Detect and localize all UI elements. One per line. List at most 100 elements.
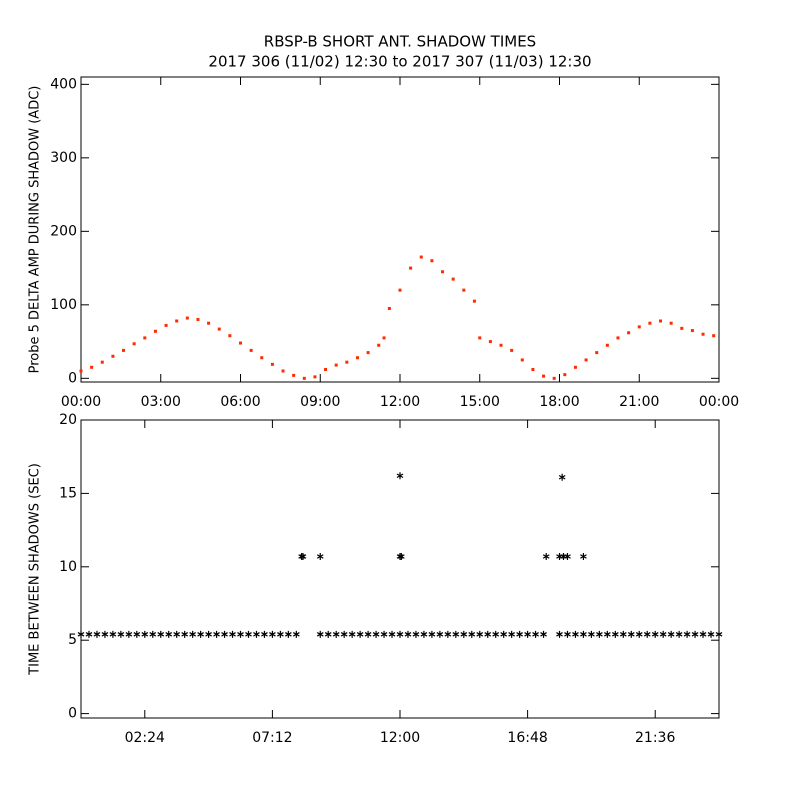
point [380, 630, 388, 638]
point [627, 630, 635, 638]
x-tick-label: 21:00 [619, 394, 659, 410]
point [564, 553, 571, 561]
point [616, 336, 620, 340]
point [460, 630, 468, 638]
point [143, 336, 147, 340]
point [531, 368, 535, 372]
point [635, 630, 643, 638]
point [595, 351, 599, 355]
point [524, 630, 531, 638]
point [348, 630, 356, 638]
point [364, 630, 372, 638]
x-tick-label: 21:36 [635, 730, 675, 746]
point [189, 630, 196, 638]
point [572, 630, 579, 638]
point [165, 630, 173, 638]
point [409, 266, 413, 270]
point [580, 553, 587, 561]
point [221, 630, 228, 638]
point [683, 630, 691, 638]
point [520, 358, 524, 362]
x-tick-label: 00:00 [699, 394, 739, 410]
point [637, 325, 641, 329]
point [691, 630, 699, 638]
point [580, 630, 587, 638]
point [451, 277, 455, 281]
point [675, 630, 683, 638]
point [269, 630, 276, 638]
point [372, 630, 380, 638]
point [205, 630, 212, 638]
point [680, 326, 684, 330]
x-tick-label: 15:00 [460, 394, 500, 410]
x-tick-label: 06:00 [220, 394, 260, 410]
point [476, 630, 484, 638]
point [478, 336, 482, 340]
point [444, 630, 452, 638]
point [396, 472, 404, 480]
point [588, 630, 595, 638]
x-tick-label: 02:24 [125, 730, 165, 746]
point [217, 327, 221, 331]
y-axis-label: Probe 5 DELTA AMP DURING SHADOW (ADC) [28, 86, 43, 374]
x-tick-label: 03:00 [141, 394, 181, 410]
point [508, 630, 515, 638]
point [77, 630, 85, 638]
point [111, 354, 115, 358]
point [324, 630, 332, 638]
point [270, 362, 274, 366]
point [472, 299, 476, 303]
point [468, 630, 476, 638]
point [558, 473, 566, 481]
point [500, 630, 508, 638]
x-tick-label: 12:00 [380, 394, 420, 410]
point [659, 319, 663, 323]
point [207, 321, 211, 325]
point [604, 630, 611, 638]
point [85, 630, 93, 638]
y-tick-label: 10 [59, 559, 77, 575]
point [715, 630, 723, 638]
point [412, 630, 420, 638]
y-tick-label: 0 [68, 706, 77, 722]
point [619, 630, 627, 638]
point [573, 365, 577, 369]
chart-subtitle: 2017 306 (11/02) 12:30 to 2017 307 (11/0… [208, 53, 591, 71]
point [299, 553, 307, 561]
point [542, 553, 550, 561]
point [488, 340, 492, 344]
point [510, 348, 514, 352]
point [345, 360, 349, 364]
point [117, 630, 125, 638]
point [153, 329, 157, 333]
point [667, 630, 675, 638]
point [101, 630, 109, 638]
point [428, 630, 436, 638]
y-tick-label: 0 [68, 370, 77, 386]
point [79, 369, 83, 373]
point [324, 368, 328, 372]
point [388, 630, 396, 638]
point [93, 630, 101, 638]
point [316, 553, 324, 561]
x-tick-label: 09:00 [300, 394, 340, 410]
point [540, 630, 547, 638]
point [90, 365, 94, 369]
y-tick-label: 200 [50, 223, 77, 239]
point [157, 630, 165, 638]
point [552, 376, 556, 380]
point [228, 334, 232, 338]
point [396, 553, 404, 561]
point [164, 323, 168, 327]
point [420, 630, 428, 638]
y-tick-label: 5 [68, 632, 77, 648]
point [253, 630, 260, 638]
point [356, 630, 364, 638]
point [556, 630, 563, 638]
point [648, 321, 652, 325]
point [229, 630, 236, 638]
point [141, 630, 149, 638]
point [651, 630, 659, 638]
